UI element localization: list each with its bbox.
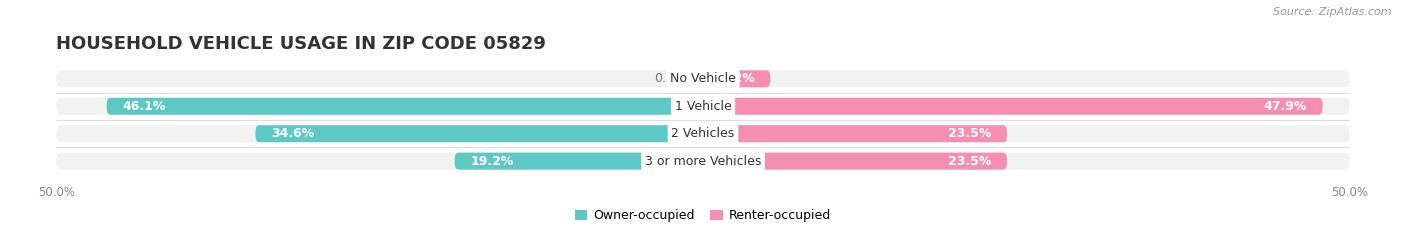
FancyBboxPatch shape bbox=[56, 98, 1350, 115]
Text: 34.6%: 34.6% bbox=[271, 127, 314, 140]
FancyBboxPatch shape bbox=[256, 125, 703, 142]
Text: 19.2%: 19.2% bbox=[470, 155, 513, 168]
FancyBboxPatch shape bbox=[56, 125, 1350, 142]
FancyBboxPatch shape bbox=[703, 153, 1007, 170]
Text: 2 Vehicles: 2 Vehicles bbox=[672, 127, 734, 140]
Text: Source: ZipAtlas.com: Source: ZipAtlas.com bbox=[1274, 7, 1392, 17]
FancyBboxPatch shape bbox=[703, 125, 1007, 142]
Text: 23.5%: 23.5% bbox=[948, 155, 991, 168]
FancyBboxPatch shape bbox=[699, 70, 704, 87]
Text: HOUSEHOLD VEHICLE USAGE IN ZIP CODE 05829: HOUSEHOLD VEHICLE USAGE IN ZIP CODE 0582… bbox=[56, 35, 546, 53]
Text: 46.1%: 46.1% bbox=[122, 100, 166, 113]
Text: 23.5%: 23.5% bbox=[948, 127, 991, 140]
FancyBboxPatch shape bbox=[703, 98, 1323, 115]
FancyBboxPatch shape bbox=[703, 70, 770, 87]
Text: 1 Vehicle: 1 Vehicle bbox=[675, 100, 731, 113]
Text: 0.17%: 0.17% bbox=[654, 72, 695, 85]
Text: 3 or more Vehicles: 3 or more Vehicles bbox=[645, 155, 761, 168]
FancyBboxPatch shape bbox=[107, 98, 703, 115]
FancyBboxPatch shape bbox=[56, 70, 1350, 87]
Text: 5.2%: 5.2% bbox=[720, 72, 755, 85]
Text: No Vehicle: No Vehicle bbox=[671, 72, 735, 85]
FancyBboxPatch shape bbox=[56, 153, 1350, 170]
Legend: Owner-occupied, Renter-occupied: Owner-occupied, Renter-occupied bbox=[575, 209, 831, 223]
FancyBboxPatch shape bbox=[454, 153, 703, 170]
Text: 47.9%: 47.9% bbox=[1264, 100, 1308, 113]
